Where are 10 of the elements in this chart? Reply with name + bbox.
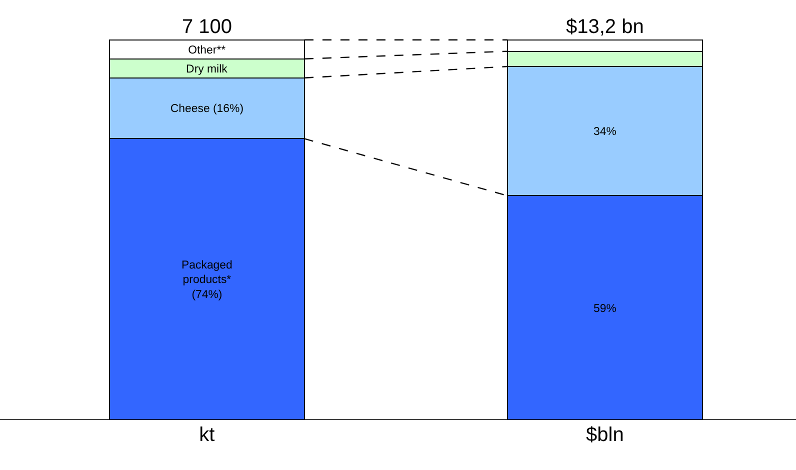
data-label: Packaged products* (74%) (182, 259, 232, 302)
data-label: Cheese (16%) (170, 103, 244, 116)
annotation: 7 100 (182, 16, 232, 38)
x-tick-label: kt (199, 424, 216, 446)
annotation: $13,2 bn (566, 16, 644, 38)
data-label: 59% (594, 302, 616, 315)
data-label: Dry milk (186, 63, 228, 76)
data-label: Other** (188, 44, 226, 56)
x-tick-label: $bln (586, 424, 624, 446)
data-label: 34% (594, 126, 616, 138)
